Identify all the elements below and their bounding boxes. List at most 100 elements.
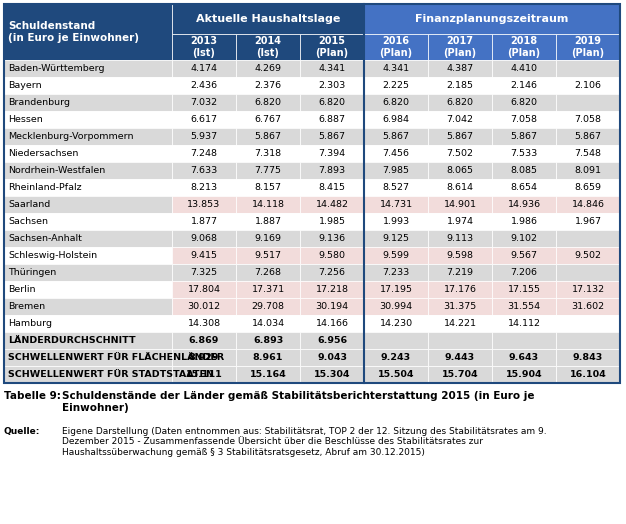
Text: 31.554: 31.554: [508, 302, 541, 311]
Text: Schuldenstände der Länder gemäß Stabilitätsberichterstattung 2015 (in Euro je
Ei: Schuldenstände der Länder gemäß Stabilit…: [62, 391, 535, 412]
Text: 6.893: 6.893: [253, 336, 283, 345]
Bar: [364, 230, 428, 247]
Text: 2016
(Plan): 2016 (Plan): [379, 36, 413, 58]
Bar: [492, 196, 556, 213]
Text: 9.415: 9.415: [190, 251, 217, 260]
Bar: [556, 213, 620, 230]
Text: 6.820: 6.820: [255, 98, 282, 107]
Bar: [300, 247, 364, 264]
Text: 17.155: 17.155: [508, 285, 540, 294]
Bar: [364, 315, 428, 332]
Bar: [300, 213, 364, 230]
Bar: [4, 332, 172, 349]
Text: 2.225: 2.225: [382, 81, 409, 90]
Bar: [300, 298, 364, 315]
Bar: [556, 349, 620, 366]
Text: 14.901: 14.901: [443, 200, 476, 209]
Text: 9.243: 9.243: [381, 353, 411, 362]
Text: 9.567: 9.567: [510, 251, 538, 260]
Bar: [172, 247, 236, 264]
Text: 2.303: 2.303: [319, 81, 346, 90]
Text: 2017
(Plan): 2017 (Plan): [443, 36, 476, 58]
Bar: [172, 94, 236, 111]
Bar: [300, 196, 364, 213]
Text: 14.221: 14.221: [443, 319, 476, 328]
Text: 6.617: 6.617: [190, 115, 217, 124]
Text: 17.176: 17.176: [443, 285, 476, 294]
Bar: [364, 366, 428, 383]
Bar: [300, 128, 364, 145]
Text: 14.936: 14.936: [508, 200, 541, 209]
Bar: [172, 162, 236, 179]
Text: 15.164: 15.164: [250, 370, 286, 379]
Bar: [4, 213, 172, 230]
Text: 8.085: 8.085: [510, 166, 538, 175]
Text: Schuldenstand
(in Euro je Einwohner): Schuldenstand (in Euro je Einwohner): [8, 21, 139, 43]
Bar: [236, 349, 300, 366]
Text: 30.994: 30.994: [379, 302, 413, 311]
Bar: [364, 4, 620, 34]
Text: Mecklenburg-Vorpommern: Mecklenburg-Vorpommern: [8, 132, 133, 141]
Bar: [236, 162, 300, 179]
Text: Berlin: Berlin: [8, 285, 36, 294]
Bar: [364, 196, 428, 213]
Text: 1.877: 1.877: [190, 217, 217, 226]
Bar: [300, 60, 364, 77]
Bar: [556, 60, 620, 77]
Bar: [300, 145, 364, 162]
Bar: [492, 179, 556, 196]
Text: Hessen: Hessen: [8, 115, 43, 124]
Bar: [556, 145, 620, 162]
Text: 4.410: 4.410: [510, 64, 538, 73]
Text: 1.993: 1.993: [382, 217, 409, 226]
Bar: [428, 349, 492, 366]
Text: Eigene Darstellung (Daten entnommen aus: Stabilitätsrat, TOP 2 der 12. Sitzung d: Eigene Darstellung (Daten entnommen aus:…: [62, 427, 546, 457]
Text: 8.659: 8.659: [575, 183, 602, 192]
Text: 17.132: 17.132: [572, 285, 605, 294]
Text: 6.820: 6.820: [510, 98, 538, 107]
Bar: [236, 145, 300, 162]
Bar: [556, 34, 620, 60]
Text: 9.643: 9.643: [509, 353, 539, 362]
Text: Finanzplanungszeitraum: Finanzplanungszeitraum: [415, 14, 568, 24]
Bar: [236, 264, 300, 281]
Text: 8.614: 8.614: [446, 183, 473, 192]
Text: 17.371: 17.371: [252, 285, 285, 294]
Bar: [4, 94, 172, 111]
Bar: [364, 247, 428, 264]
Text: 9.443: 9.443: [445, 353, 475, 362]
Bar: [364, 77, 428, 94]
Bar: [300, 77, 364, 94]
Text: 9.598: 9.598: [446, 251, 473, 260]
Text: 9.125: 9.125: [382, 234, 409, 243]
Bar: [428, 298, 492, 315]
Text: 2.106: 2.106: [575, 81, 602, 90]
Text: Nordrhein-Westfalen: Nordrhein-Westfalen: [8, 166, 105, 175]
Text: 9.113: 9.113: [446, 234, 473, 243]
Text: 7.042: 7.042: [446, 115, 473, 124]
Bar: [556, 77, 620, 94]
Bar: [364, 162, 428, 179]
Text: 8.929: 8.929: [189, 353, 219, 362]
Bar: [236, 332, 300, 349]
Bar: [364, 213, 428, 230]
Text: 1.985: 1.985: [319, 217, 346, 226]
Text: Tabelle 9:: Tabelle 9:: [4, 391, 61, 401]
Bar: [364, 332, 428, 349]
Bar: [428, 247, 492, 264]
Text: 15.504: 15.504: [377, 370, 414, 379]
Bar: [172, 34, 236, 60]
Bar: [364, 281, 428, 298]
Bar: [428, 332, 492, 349]
Bar: [556, 315, 620, 332]
Text: 9.502: 9.502: [575, 251, 602, 260]
Bar: [4, 196, 172, 213]
Text: 4.269: 4.269: [255, 64, 282, 73]
Text: 5.867: 5.867: [510, 132, 538, 141]
Text: 9.517: 9.517: [255, 251, 282, 260]
Bar: [172, 230, 236, 247]
Bar: [4, 128, 172, 145]
Text: SCHWELLENWERT FÜR STADTSTAATEN: SCHWELLENWERT FÜR STADTSTAATEN: [8, 370, 214, 379]
Bar: [556, 111, 620, 128]
Bar: [236, 366, 300, 383]
